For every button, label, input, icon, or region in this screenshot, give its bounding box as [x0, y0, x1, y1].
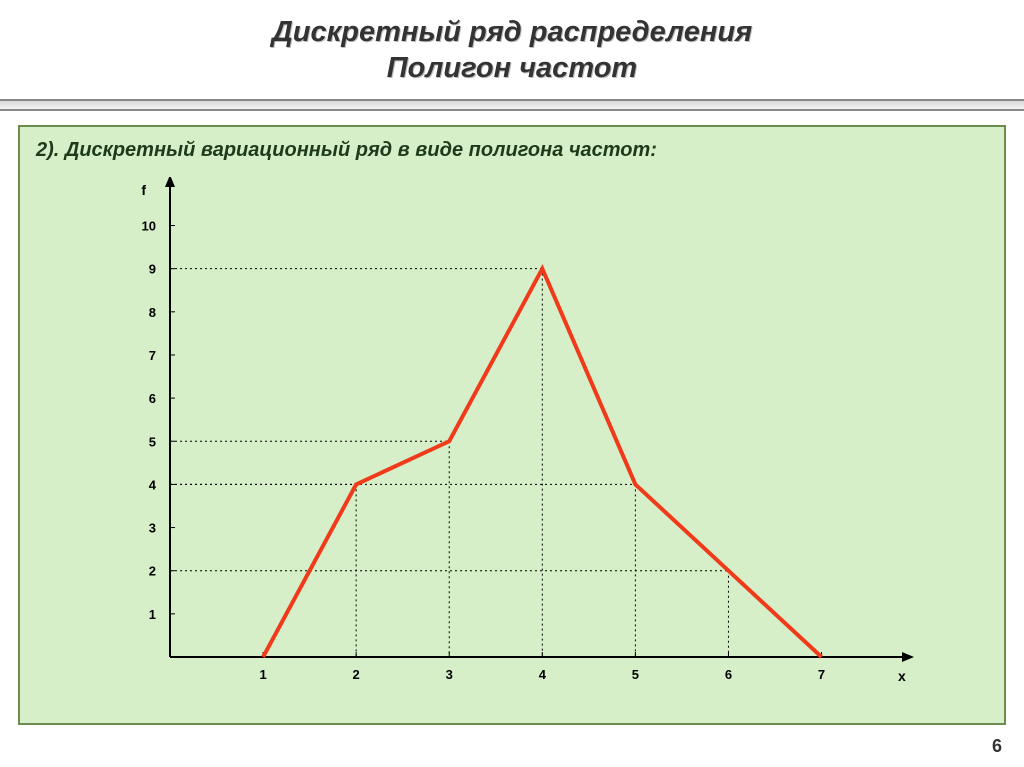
title-line-2: Полигон частот	[0, 50, 1024, 86]
title-block: Дискретный ряд распределения Полигон час…	[0, 0, 1024, 93]
panel-subtitle: 2). Дискретный вариационный ряд в виде п…	[36, 139, 990, 162]
chart-panel: 2). Дискретный вариационный ряд в виде п…	[18, 125, 1006, 725]
svg-text:7: 7	[149, 347, 156, 362]
svg-text:10: 10	[142, 218, 156, 233]
divider	[0, 99, 1024, 111]
svg-text:x: x	[898, 668, 906, 684]
svg-text:9: 9	[149, 261, 156, 276]
svg-text:8: 8	[149, 304, 156, 319]
svg-text:3: 3	[149, 520, 156, 535]
title-line-1: Дискретный ряд распределения	[0, 14, 1024, 50]
svg-text:6: 6	[725, 667, 732, 682]
svg-text:4: 4	[539, 667, 547, 682]
svg-text:f: f	[141, 182, 146, 198]
svg-text:1: 1	[149, 606, 156, 621]
svg-text:6: 6	[149, 391, 156, 406]
svg-text:3: 3	[446, 667, 453, 682]
slide: Дискретный ряд распределения Полигон час…	[0, 0, 1024, 767]
svg-text:7: 7	[818, 667, 825, 682]
svg-text:5: 5	[149, 434, 156, 449]
page-number: 6	[992, 736, 1002, 757]
chart-wrap: 1 2 3 4 5 6 7 1 2 3 4 5 6 7 8 9 10 f x	[100, 177, 924, 705]
frequency-polygon-chart: 1 2 3 4 5 6 7 1 2 3 4 5 6 7 8 9 10 f x	[100, 177, 924, 705]
svg-text:5: 5	[632, 667, 639, 682]
svg-text:4: 4	[149, 477, 157, 492]
svg-text:2: 2	[353, 667, 360, 682]
svg-text:1: 1	[259, 667, 266, 682]
svg-text:2: 2	[149, 563, 156, 578]
